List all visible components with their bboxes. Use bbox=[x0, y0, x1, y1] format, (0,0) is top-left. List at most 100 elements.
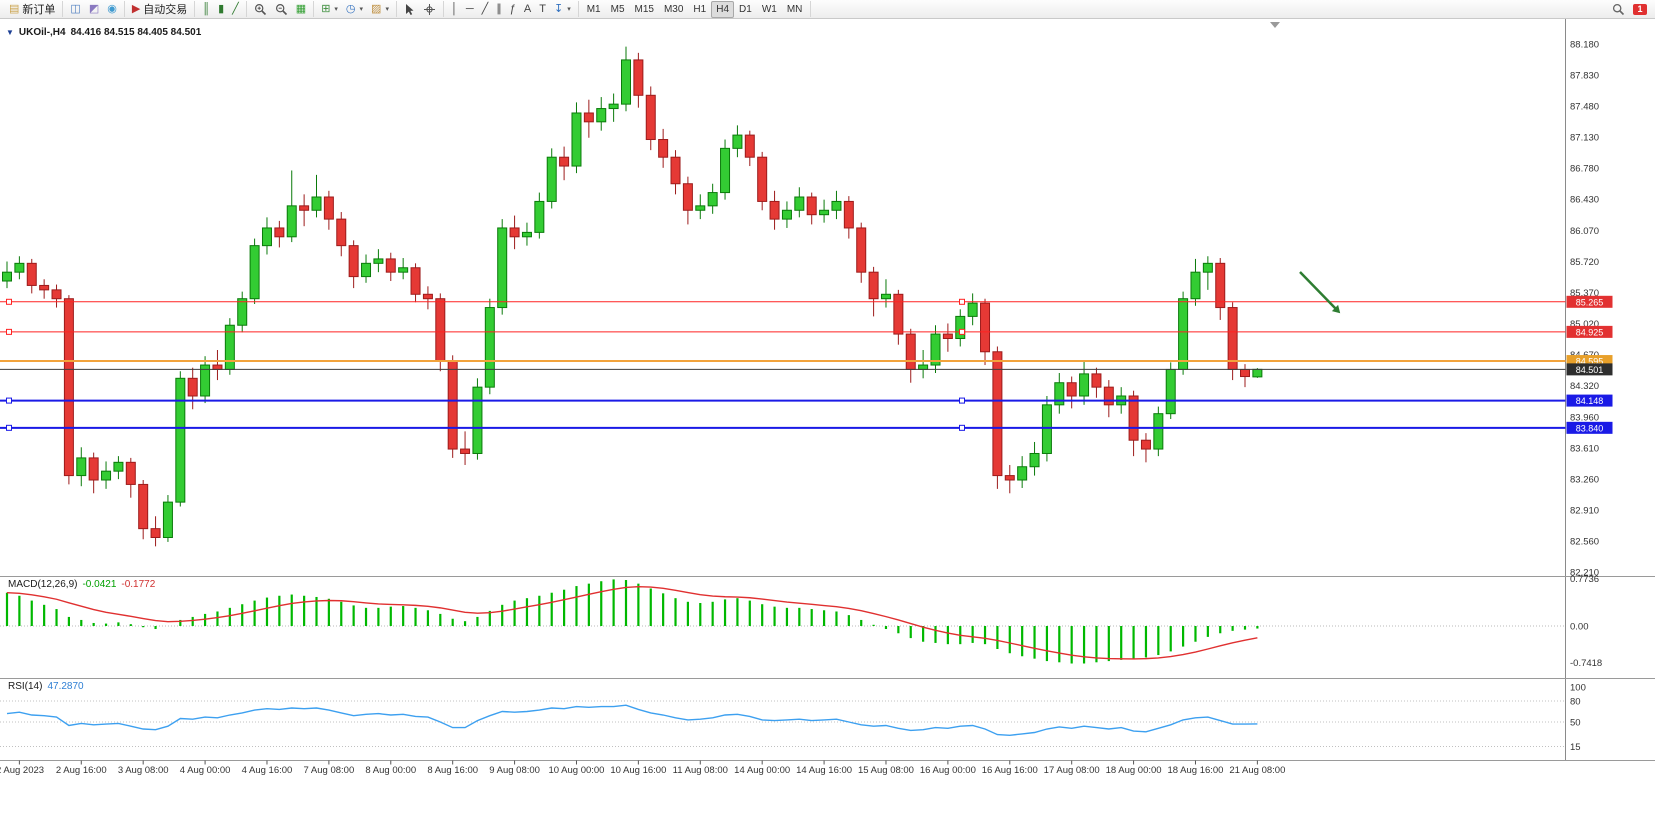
period-button[interactable]: ◷ ▾ bbox=[342, 1, 367, 18]
time-axis-label: 18 Aug 16:00 bbox=[1167, 765, 1223, 776]
candle bbox=[1190, 271, 1201, 300]
candle bbox=[175, 377, 186, 503]
candle bbox=[905, 333, 916, 370]
rsi-axis-label: 50 bbox=[1570, 718, 1581, 729]
vertical-line-button[interactable]: │ bbox=[447, 1, 462, 18]
profiles-button[interactable]: ◩ bbox=[85, 1, 103, 18]
price-badge-84.501 bbox=[1566, 363, 1613, 376]
price-axis-label: 82.910 bbox=[1570, 506, 1599, 517]
text-icon: A bbox=[523, 3, 532, 15]
candle bbox=[534, 200, 545, 233]
hline-handle[interactable] bbox=[6, 328, 12, 335]
timeframe-button-m30[interactable]: M30 bbox=[663, 3, 684, 15]
timeframe-button-m15[interactable]: M15 bbox=[634, 3, 654, 15]
channel-button[interactable]: ∥ bbox=[492, 1, 506, 18]
timeframe-button-h4[interactable]: H4 bbox=[711, 0, 735, 18]
chart-window-icon: ◫ bbox=[70, 3, 81, 15]
line-chart-button[interactable]: ╱ bbox=[228, 1, 243, 18]
price-axis-label: 86.780 bbox=[1570, 163, 1599, 174]
hline-handle[interactable] bbox=[6, 397, 12, 404]
macd-signal-line bbox=[6, 585, 1258, 660]
candle bbox=[1128, 395, 1139, 441]
text-button[interactable]: A bbox=[520, 1, 535, 18]
price-axis-label: 82.210 bbox=[1570, 567, 1599, 578]
toolbar: ▤ 新订单 ◫ ◩ ◉ ▶ 自动交易 ║ ▮ ╱ ▦ ⊞ ▾ ◷ ▾ ▨ ▾ │ ─ ╱ ∥ ƒ A T ↧ ▾ M1 M5 M15 M3… bbox=[0, 0, 1655, 19]
candle bbox=[819, 209, 830, 216]
search-button[interactable] bbox=[1608, 1, 1629, 18]
price-axis-label: 83.260 bbox=[1570, 475, 1599, 486]
macd-name: MACD(12,26,9) bbox=[8, 579, 78, 590]
macd-signal-value: -0.1772 bbox=[121, 579, 156, 590]
candle bbox=[1153, 413, 1164, 450]
price-axis-label: 85.720 bbox=[1570, 257, 1599, 268]
caret-down-icon: ▾ bbox=[567, 6, 571, 13]
cursor-button[interactable] bbox=[400, 1, 419, 18]
hline-handle[interactable] bbox=[6, 424, 12, 431]
candle bbox=[26, 262, 37, 286]
hline-handle[interactable] bbox=[959, 397, 965, 404]
candle bbox=[274, 227, 285, 238]
tile-windows-button[interactable]: ▦ bbox=[292, 1, 310, 18]
news-button[interactable]: ◉ bbox=[103, 1, 121, 18]
trendline-button[interactable]: ╱ bbox=[478, 1, 493, 18]
chart-canvas[interactable]: 88.180 87.830 87.480 87.130 86.780 86.430 86.0… bbox=[0, 19, 1655, 831]
hline-handle[interactable] bbox=[959, 298, 965, 305]
chart-shift-marker[interactable] bbox=[1270, 22, 1280, 28]
bar-chart-button[interactable]: ║ bbox=[198, 1, 214, 18]
candlestick-chart-button[interactable]: ▮ bbox=[214, 1, 228, 18]
rsi-value: 47.2870 bbox=[47, 681, 84, 692]
candle bbox=[51, 289, 62, 300]
zoom-in-button[interactable] bbox=[250, 1, 271, 18]
candle bbox=[843, 200, 854, 229]
text-label-button[interactable]: T bbox=[535, 1, 550, 18]
candle bbox=[299, 205, 310, 211]
crosshair-button[interactable] bbox=[419, 1, 440, 18]
price-axis-label: 87.830 bbox=[1570, 70, 1599, 81]
candle bbox=[781, 209, 792, 220]
candle bbox=[596, 108, 607, 123]
timeframe-button-mn[interactable]: MN bbox=[786, 3, 803, 15]
hline-handle[interactable] bbox=[959, 328, 965, 335]
candle bbox=[559, 156, 570, 167]
hline-handle[interactable] bbox=[959, 424, 965, 431]
candle bbox=[608, 103, 619, 110]
candle bbox=[348, 245, 359, 278]
arrow-objects-button[interactable]: ↧ ▾ bbox=[550, 1, 575, 18]
timeframe-button-h1[interactable]: H1 bbox=[693, 3, 707, 15]
indicators-button[interactable]: ▨ ▾ bbox=[367, 1, 393, 18]
new-chart-button[interactable]: ⊞ ▾ bbox=[317, 1, 342, 18]
search-icon bbox=[1612, 3, 1625, 16]
candle bbox=[63, 298, 74, 477]
time-axis-label: 11 Aug 08:00 bbox=[673, 765, 728, 776]
chart-windows-button[interactable]: ◫ bbox=[66, 1, 84, 18]
time-axis-label: 2 Aug 2023 bbox=[0, 765, 44, 776]
notification-badge[interactable]: 1 bbox=[1633, 3, 1647, 15]
trend-arrow-annotation[interactable] bbox=[1299, 271, 1337, 310]
timeframe-button-m5[interactable]: M5 bbox=[610, 3, 625, 15]
horizontal-line-button[interactable]: ─ bbox=[462, 1, 478, 18]
time-axis-label: 9 Aug 08:00 bbox=[489, 765, 540, 776]
candle bbox=[447, 360, 458, 450]
timeframe-button-w1[interactable]: W1 bbox=[761, 3, 777, 15]
candle bbox=[930, 333, 941, 366]
new-order-button[interactable]: ▤ 新订单 bbox=[5, 1, 59, 18]
hline-handle[interactable] bbox=[6, 298, 12, 305]
auto-trading-button[interactable]: ▶ 自动交易 bbox=[128, 1, 191, 18]
chart-collapse-icon[interactable]: ▼ bbox=[6, 28, 14, 37]
price-badge-text: 85.265 bbox=[1576, 297, 1604, 307]
fibonacci-button[interactable]: ƒ bbox=[506, 1, 520, 18]
timeframe-button-m1[interactable]: M1 bbox=[586, 3, 601, 15]
trend-arrow-head[interactable] bbox=[1331, 304, 1341, 314]
zoom-out-button[interactable] bbox=[271, 1, 292, 18]
time-axis-label: 14 Aug 16:00 bbox=[796, 765, 852, 776]
toolbar-group: ▤ 新订单 bbox=[2, 1, 64, 18]
timeframe-button-d1[interactable]: D1 bbox=[739, 3, 752, 15]
toolbar-group: ▦ bbox=[247, 1, 315, 18]
candle bbox=[732, 134, 743, 149]
price-axis-label: 85.370 bbox=[1570, 288, 1599, 299]
chart-area[interactable]: 88.180 87.830 87.480 87.130 86.780 86.430 86.0… bbox=[0, 19, 1655, 831]
candle bbox=[1017, 466, 1028, 481]
arrow-objects-icon: ↧ bbox=[553, 3, 564, 15]
candle bbox=[497, 227, 508, 309]
candle bbox=[831, 200, 842, 211]
